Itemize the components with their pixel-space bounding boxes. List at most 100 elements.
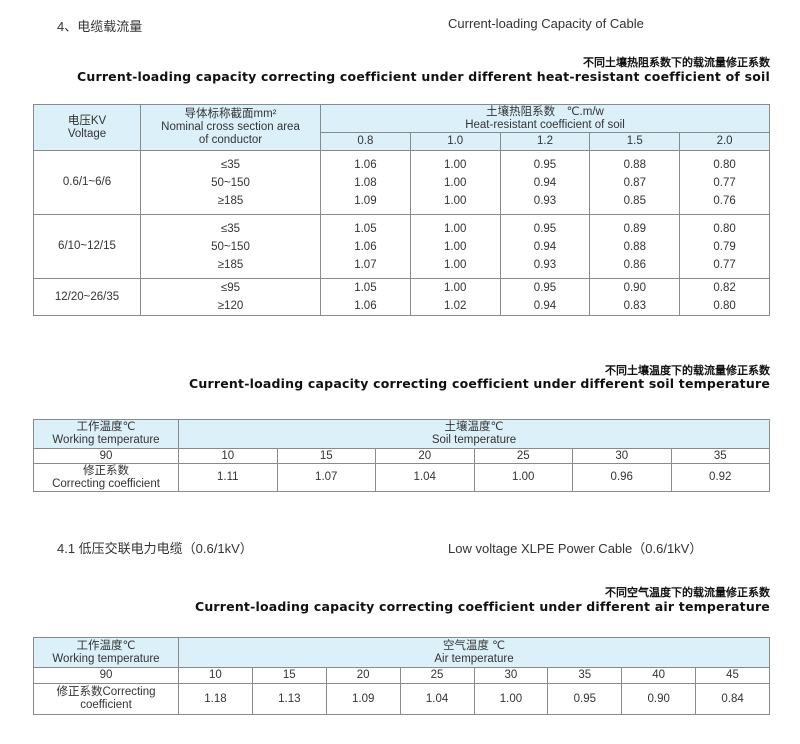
temperature-value: 40 — [621, 667, 697, 684]
coefficient-value: 1.06 — [354, 300, 377, 312]
coefficient-header: 1.5 — [589, 132, 681, 151]
coefficient-value: 1.04 — [399, 683, 475, 715]
value-cell: 0.82 0.80 — [679, 278, 770, 316]
value-cell: 1.00 1.00 1.00 — [409, 214, 501, 279]
coef-label-en: Correcting coefficient — [52, 477, 160, 490]
temperature-value: 10 — [178, 667, 253, 684]
working-temp-header: 工作温度℃ Working temperature — [33, 419, 179, 449]
coefficient-value: 0.90 — [621, 683, 697, 715]
coefficient-value: 0.94 — [533, 300, 557, 312]
air-temp-header-cn: 空气温度 ℃ — [442, 639, 506, 652]
conductor-header-cn: 导体标称截面mm² — [184, 108, 277, 120]
value-cell: 1.00 1.00 1.00 — [409, 150, 501, 215]
coef-label: 修正系数Correcting coefficient — [33, 683, 179, 715]
coefficient-value: 1.00 — [444, 222, 467, 235]
coefficient-value: 0.95 — [547, 683, 623, 715]
conductor-header-en: Nominal cross section area of conductor — [161, 121, 300, 146]
section-cell: ≤35 50~150 ≥185 — [140, 150, 321, 215]
subsection-title-cn: 4.1 低压交联电力电缆（0.6/1kV） — [57, 541, 253, 556]
table3-caption-cn: 不同空气温度下的载流量修正系数 — [605, 587, 770, 599]
section-title-en: Current-loading Capacity of Cable — [448, 16, 644, 31]
coefficient-value: 1.00 — [473, 683, 549, 715]
coefficient-value: 0.94 — [533, 176, 557, 189]
coefficient-header: 0.8 — [320, 132, 411, 151]
coefficient-value: 1.09 — [325, 683, 401, 715]
temperature-value: 15 — [251, 667, 327, 684]
coefficient-value: 0.80 — [713, 300, 736, 312]
temperature-value: 35 — [547, 667, 623, 684]
subsection-title-en: Low voltage XLPE Power Cable（0.6/1kV） — [448, 541, 703, 556]
working-temp-value: 90 — [33, 667, 179, 684]
temperature-value: 25 — [399, 667, 475, 684]
voltage-cell: 6/10~12/15 — [33, 214, 141, 279]
section-value: ≤95 — [220, 282, 241, 294]
coefficient-header: 1.2 — [499, 132, 591, 151]
table3-caption-en: Current-loading capacity correcting coef… — [194, 599, 770, 614]
voltage-group-row: 0.6/1~6/6 ≤35 50~150 ≥185 1.06 1.08 1.09 1.00 1.… — [33, 150, 770, 215]
coefficient-value: 1.05 — [354, 282, 377, 294]
coefficient-value: 0.89 — [623, 222, 646, 235]
coefficient-value: 1.06 — [354, 158, 377, 171]
soil-header-cn: 土壤热阻系数 ℃.m/w — [486, 105, 604, 118]
coefficient-value: 1.00 — [473, 463, 573, 492]
coefficient-value: 1.08 — [354, 176, 377, 189]
temperature-value: 30 — [473, 667, 549, 684]
voltage-header-en: Voltage — [67, 127, 107, 140]
value-cell: 1.05 1.06 1.07 — [320, 214, 411, 279]
air-temp-header-en: Air temperature — [434, 652, 514, 665]
coefficient-value: 0.85 — [623, 194, 646, 207]
coefficient-value: 0.92 — [670, 463, 770, 492]
coefficient-value: 0.95 — [533, 158, 557, 171]
temperature-value: 20 — [375, 448, 475, 464]
value-cell: 1.06 1.08 1.09 — [320, 150, 411, 215]
coefficient-value: 0.82 — [713, 282, 736, 294]
soil-header: 土壤热阻系数 ℃.m/w Heat-resistant coefficient o… — [320, 104, 770, 133]
table2-caption-en: Current-loading capacity correcting coef… — [189, 376, 770, 391]
coefficient-value: 0.88 — [623, 240, 646, 253]
coefficient-value: 1.07 — [276, 463, 376, 492]
soil-header-en: Heat-resistant coefficient of soil — [465, 118, 625, 131]
section-value: ≥185 — [217, 258, 244, 271]
section-cell: ≤95 ≥120 — [140, 278, 321, 316]
temperature-value: 30 — [572, 448, 672, 464]
temperature-value: 15 — [276, 448, 376, 464]
conductor-header: 导体标称截面mm² Nominal cross section area of c… — [140, 104, 321, 151]
table2-caption-cn: 不同土壤温度下的载流量修正系数 — [605, 365, 770, 377]
coefficient-value: 0.77 — [713, 258, 736, 271]
coefficient-value: 0.80 — [713, 222, 736, 235]
section-value: ≤35 — [220, 222, 241, 235]
coefficient-value: 0.94 — [533, 240, 557, 253]
value-cell: 0.90 0.83 — [589, 278, 681, 316]
value-cell: 0.89 0.88 0.86 — [589, 214, 681, 279]
coefficient-value: 0.95 — [533, 282, 557, 294]
coefficient-value: 1.00 — [444, 194, 467, 207]
coefficient-value: 1.02 — [444, 300, 467, 312]
value-cell: 0.88 0.87 0.85 — [589, 150, 681, 215]
air-temp-header: 空气温度 ℃ Air temperature — [178, 637, 770, 668]
coefficient-value: 0.80 — [713, 158, 736, 171]
value-cell: 1.00 1.02 — [409, 278, 501, 316]
working-temp-value: 90 — [33, 448, 179, 464]
section-cell: ≤35 50~150 ≥185 — [140, 214, 321, 279]
voltage-group-row: 12/20~26/35 ≤95 ≥120 1.05 1.06 1.00 1.02 0.95 0.… — [33, 278, 770, 316]
voltage-header: 电压KV Voltage — [33, 104, 141, 151]
section-value: 50~150 — [211, 176, 250, 189]
working-temp-header-cn: 工作温度℃ — [76, 639, 136, 652]
coefficient-value: 0.77 — [713, 176, 736, 189]
coefficient-value: 1.04 — [375, 463, 475, 492]
coefficient-value: 1.13 — [251, 683, 327, 715]
soil-temp-header-cn: 土壤温度℃ — [444, 421, 504, 433]
voltage-cell: 0.6/1~6/6 — [33, 150, 141, 215]
coefficient-value: 1.00 — [444, 282, 467, 294]
temperature-value: 10 — [178, 448, 278, 464]
value-cell: 1.05 1.06 — [320, 278, 411, 316]
coef-label-cn: 修正系数 — [83, 464, 129, 477]
coefficient-value: 1.00 — [444, 240, 467, 253]
coefficient-value: 1.11 — [178, 463, 278, 492]
coefficient-value: 1.18 — [178, 683, 253, 715]
coefficient-value: 0.79 — [713, 240, 736, 253]
voltage-header-cn: 电压KV — [67, 114, 107, 127]
value-cell: 0.80 0.79 0.77 — [679, 214, 770, 279]
coefficient-value: 1.00 — [444, 258, 467, 271]
